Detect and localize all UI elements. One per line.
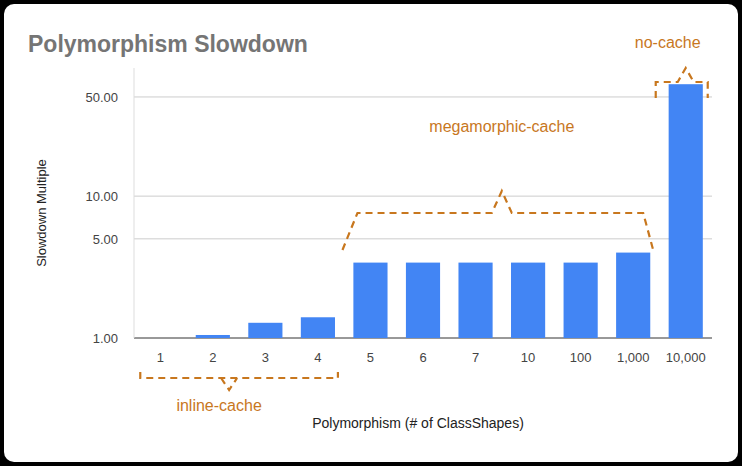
annotation-bracket	[342, 191, 653, 250]
bar	[301, 317, 335, 338]
bar	[564, 263, 598, 338]
annotation: inline-cache	[176, 397, 261, 414]
x-tick-label: 1	[157, 350, 164, 365]
y-axis-title: Slowdown Multiple	[34, 159, 49, 267]
annotation-bracket	[221, 378, 237, 390]
bar	[196, 335, 230, 338]
y-axis-line	[134, 68, 135, 338]
y-tick-label: 50.00	[85, 90, 118, 105]
chart-frame: Polymorphism Slowdown Slowdown Multiple 1.…	[4, 4, 738, 462]
x-tick-label: 7	[472, 350, 479, 365]
bar	[511, 263, 545, 338]
x-tick-label: 4	[314, 350, 321, 365]
x-tick-label: 100	[570, 350, 592, 365]
chart-title: Polymorphism Slowdown	[28, 31, 308, 57]
y-tick-label: 5.00	[93, 232, 118, 247]
grid-line	[134, 238, 712, 239]
y-tick-label: 1.00	[93, 331, 118, 346]
bar	[353, 263, 387, 338]
annotation: megamorphic-cache	[429, 118, 574, 135]
bar	[406, 263, 440, 338]
annotation-bracket	[656, 68, 708, 98]
annotation: no-cache	[635, 34, 701, 51]
x-tick-label: 6	[419, 350, 426, 365]
bar	[143, 338, 177, 339]
x-tick-label: 2	[209, 350, 216, 365]
bar	[616, 253, 650, 338]
x-tick-label: 10,000	[666, 350, 706, 365]
x-tick-label: 3	[262, 350, 269, 365]
x-tick-label: 1,000	[617, 350, 650, 365]
x-axis-title: Polymorphism (# of ClassShapes)	[312, 415, 524, 431]
annotation-bracket	[140, 372, 338, 378]
x-tick-label: 10	[521, 350, 535, 365]
bar	[458, 263, 492, 338]
grid-line	[134, 196, 712, 197]
bars	[196, 84, 703, 338]
x-tick-label: 5	[367, 350, 374, 365]
grid-line	[134, 96, 712, 97]
y-tick-label: 10.00	[85, 189, 118, 204]
chart: Polymorphism Slowdown Slowdown Multiple 1.…	[4, 4, 738, 462]
bar	[669, 84, 703, 338]
bar	[248, 323, 282, 338]
